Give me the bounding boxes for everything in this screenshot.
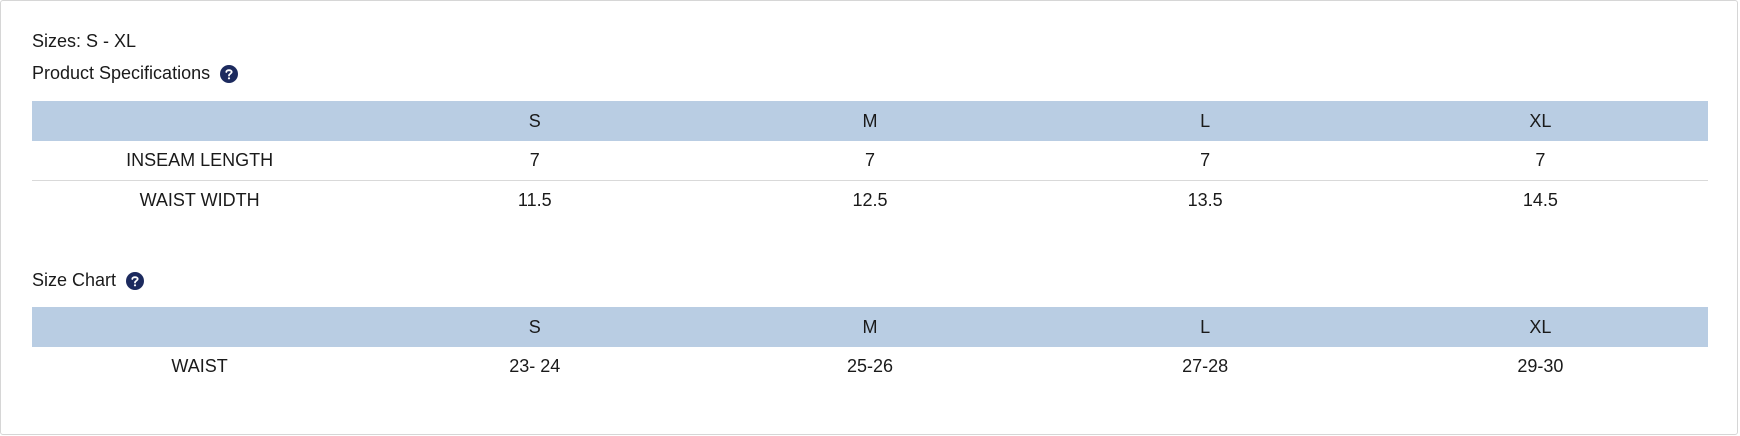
header-cell: L <box>1037 307 1373 347</box>
chart-heading: Size Chart <box>32 270 145 291</box>
header-row: S M L XL <box>32 307 1708 347</box>
spec-heading: Product Specifications <box>32 63 239 84</box>
header-cell: L <box>1037 101 1373 141</box>
table-row: WAIST WIDTH 11.5 12.5 13.5 14.5 <box>32 181 1708 221</box>
spec-table: S M L XL INSEAM LENGTH 7 7 7 7 WAIST WIDTH 11.5 12.… <box>32 101 1708 220</box>
header-cell: M <box>702 307 1038 347</box>
table-cell: 7 <box>702 141 1038 181</box>
table-cell: 7 <box>1037 141 1373 181</box>
header-cell <box>32 307 368 347</box>
table-cell: 29-30 <box>1517 356 1564 376</box>
chart-title: Size Chart <box>32 270 117 290</box>
header-cell <box>32 101 368 141</box>
sizes-text: Sizes: S - XL <box>32 31 137 51</box>
row-label: INSEAM LENGTH <box>32 141 368 181</box>
row-label: WAIST WIDTH <box>139 190 260 210</box>
header-row: S M L XL <box>32 101 1708 141</box>
row-label: WAIST <box>171 356 228 376</box>
table-cell: 13.5 <box>1187 190 1223 210</box>
header-cell: S <box>367 101 703 141</box>
table-row: INSEAM LENGTH 7 7 7 7 <box>32 141 1708 181</box>
table-cell: 11.5 <box>517 190 552 210</box>
table-cell: 12.5 <box>852 190 888 210</box>
table-cell: 14.5 <box>1522 190 1558 210</box>
size-chart-table: S M L XL WAIST 23- 24 25-26 27-28 29-30 <box>32 307 1708 386</box>
table-cell: 7 <box>1372 141 1708 181</box>
header-cell: XL <box>1372 307 1708 347</box>
header-cell: S <box>367 307 703 347</box>
table-row: WAIST 23- 24 25-26 27-28 29-30 <box>32 347 1708 386</box>
table-cell: 7 <box>367 141 703 181</box>
spec-title: Product Specifications <box>32 63 211 83</box>
header-cell: XL <box>1372 101 1708 141</box>
help-icon[interactable] <box>220 64 239 83</box>
sizes-line: Sizes: S - XL <box>32 31 136 52</box>
header-cell: M <box>702 101 1038 141</box>
table-cell: 27-28 <box>1182 356 1229 376</box>
table-cell: 25-26 <box>846 356 893 376</box>
help-icon[interactable] <box>126 271 145 290</box>
table-cell: 23- 24 <box>509 356 561 376</box>
